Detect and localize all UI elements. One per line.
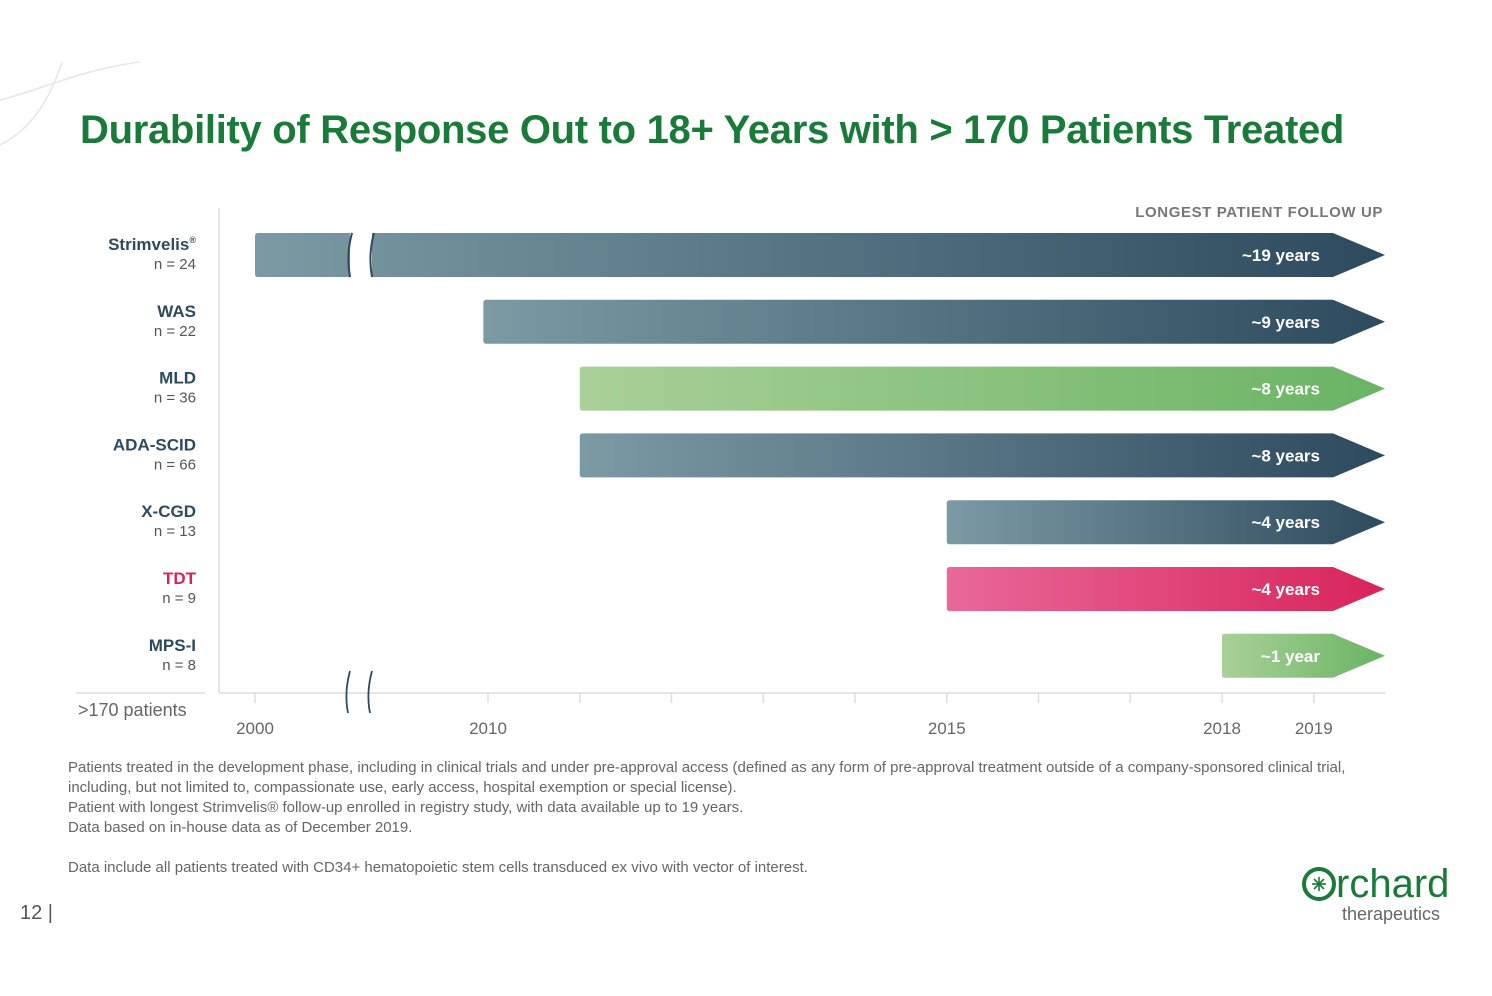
decorative-swoosh: [0, 61, 141, 146]
axis-break-mark-right: [369, 232, 375, 278]
category-n-was: n = 22: [154, 323, 196, 340]
category-was: WAS: [157, 302, 196, 321]
x-tick-label-2000: 2000: [236, 719, 274, 738]
total-patients-label: >170 patients: [78, 700, 187, 720]
bar-was: [483, 299, 1386, 344]
category-n-mps-i: n = 8: [162, 657, 196, 674]
x-axis-break-left: [345, 670, 351, 714]
bar-label-mld: ~8 years: [1251, 380, 1320, 399]
bar-label-strimvelis: ~19 years: [1242, 246, 1320, 265]
footnotes: Patients treated in the development phas…: [68, 758, 1408, 878]
category-tdt: TDT: [163, 569, 197, 588]
orchard-logo: rchard therapeutics: [1300, 860, 1470, 930]
category-ada-scid: ADA-SCID: [113, 435, 196, 454]
bar-strimvelis: [255, 233, 1385, 277]
footnote-4: Data include all patients treated with C…: [68, 859, 808, 876]
x-axis-break-right: [367, 670, 373, 714]
x-tick-label-2010: 2010: [469, 719, 507, 738]
bar-label-tdt: ~4 years: [1251, 580, 1320, 599]
x-tick-label-2018: 2018: [1203, 719, 1241, 738]
category-mps-i: MPS-I: [149, 636, 196, 655]
bar-ada-scid: [579, 433, 1385, 478]
follow-up-header: LONGEST PATIENT FOLLOW UP: [1135, 204, 1383, 221]
category-n-x-cgd: n = 13: [154, 523, 196, 540]
x-tick-label-2015: 2015: [928, 719, 966, 738]
bar-mld: [579, 366, 1385, 411]
bar-label-ada-scid: ~8 years: [1251, 446, 1320, 465]
category-n-ada-scid: n = 66: [154, 456, 196, 473]
axis-break-gap: [350, 231, 372, 279]
category-mld: MLD: [159, 369, 196, 388]
bar-label-mps-i: ~1 year: [1261, 647, 1320, 666]
footnote-3: Data based on in-house data as of Decemb…: [68, 819, 413, 836]
bar-tdt: [946, 567, 1385, 611]
category-strimvelis: Strimvelis®: [108, 235, 196, 254]
page-number: 12 |: [20, 902, 53, 924]
orchard-logo-icon: [1302, 867, 1336, 901]
x-tick-label-2019: 2019: [1295, 719, 1333, 738]
category-x-cgd: X-CGD: [141, 502, 196, 521]
logo-wordmark: rchard: [1336, 862, 1450, 906]
bar-x-cgd: [946, 500, 1385, 545]
category-n-mld: n = 36: [154, 390, 196, 407]
footnote-1: Patients treated in the development phas…: [68, 759, 1346, 796]
bar-label-x-cgd: ~4 years: [1251, 513, 1320, 532]
bar-mps-i: [1222, 633, 1385, 678]
logo-subtitle: therapeutics: [1342, 904, 1441, 924]
footnote-2: Patient with longest Strimvelis® follow-…: [68, 799, 744, 816]
follow-up-chart: LONGEST PATIENT FOLLOW UP ~19 years Strimv…: [76, 204, 1386, 738]
slide-title: Durability of Response Out to 18+ Years …: [80, 108, 1345, 152]
axis-break-mark-left: [347, 232, 353, 278]
bar-label-was: ~9 years: [1251, 313, 1320, 332]
category-n-strimvelis: n = 24: [154, 256, 196, 273]
category-n-tdt: n = 9: [162, 590, 196, 607]
